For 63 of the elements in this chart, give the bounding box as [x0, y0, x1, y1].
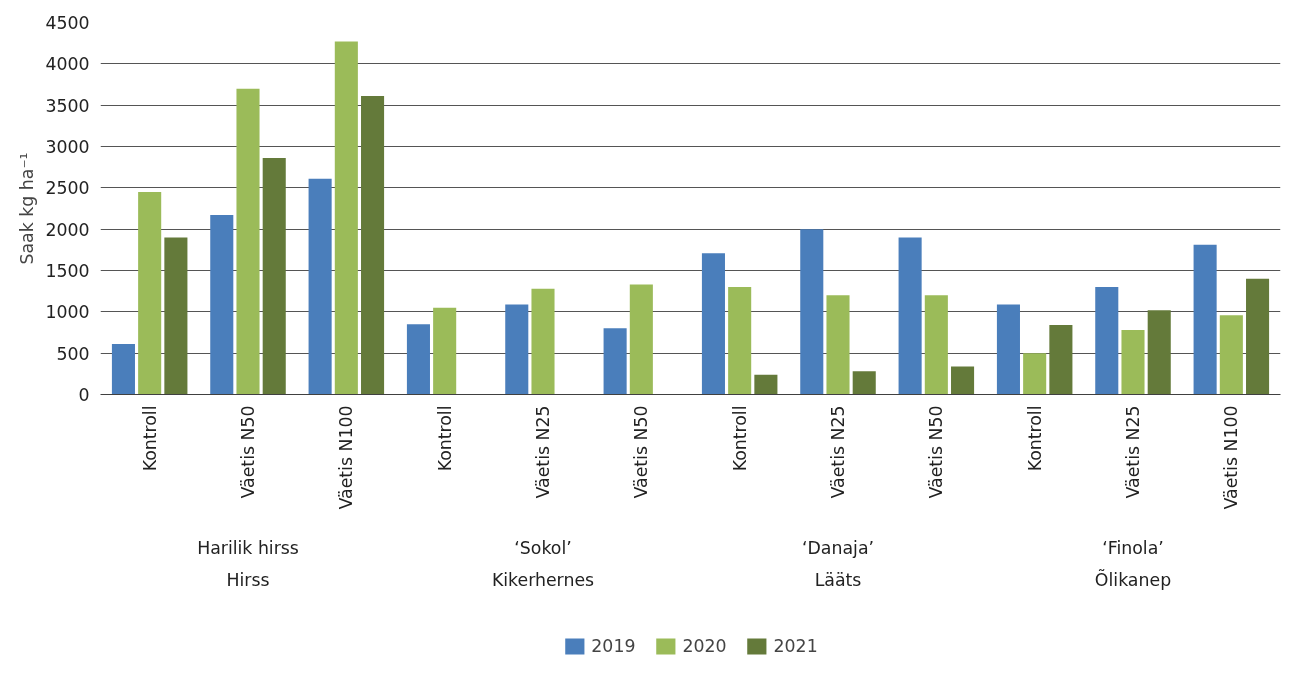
x-tick-label: Kontroll — [139, 405, 160, 472]
x-tick-label: Kontroll — [1024, 405, 1045, 472]
x-tick-label: Väetis N50 — [926, 405, 947, 499]
text: ‘Sokol’ Kikerhernes — [491, 537, 595, 591]
x-tick-label: Väetis N100 — [336, 405, 357, 510]
bar — [852, 371, 876, 395]
bar — [236, 88, 260, 395]
bar — [334, 41, 358, 395]
x-tick-label: Kontroll — [434, 405, 455, 472]
bar — [728, 287, 752, 395]
y-tick-label: 0 — [78, 385, 90, 405]
y-tick-label: 2500 — [45, 178, 90, 199]
y-tick-label: 2000 — [45, 219, 90, 240]
y-tick-label: 1000 — [45, 302, 90, 323]
bar — [996, 304, 1020, 395]
bar — [924, 295, 948, 395]
y-tick-label: 1500 — [45, 261, 90, 281]
bar — [1246, 278, 1270, 395]
bar — [433, 307, 457, 395]
x-tick-label: Väetis N50 — [631, 405, 652, 499]
bar — [505, 304, 529, 395]
x-tick-label: Kontroll — [729, 405, 750, 472]
bar — [1147, 310, 1171, 395]
y-tick-label: 500 — [56, 343, 90, 364]
x-tick-label: Väetis N100 — [1221, 405, 1242, 510]
x-tick-label: Väetis N25 — [533, 405, 553, 499]
x-tick-label: Väetis N25 — [828, 405, 848, 499]
legend-label: 2020 — [682, 636, 727, 656]
bar — [701, 253, 725, 395]
y-tick-label: 4500 — [45, 13, 90, 33]
bar — [898, 237, 922, 395]
bar — [308, 178, 332, 395]
bar — [210, 215, 234, 395]
bar — [951, 366, 975, 395]
bar — [603, 328, 627, 395]
text: ‘Finola’ Õlikanep — [1094, 537, 1172, 591]
text: ‘Danaja’ Lääts — [801, 537, 875, 591]
bar — [262, 158, 286, 395]
bar — [629, 284, 653, 395]
y-axis-title: Saak kg ha⁻¹ — [17, 152, 38, 265]
bar — [1049, 325, 1073, 395]
x-tick-label: Väetis N50 — [238, 405, 258, 499]
y-tick-label: 4000 — [45, 54, 90, 75]
y-tick-label: 3000 — [45, 137, 90, 157]
bar — [1193, 244, 1217, 395]
legend-label: 2019 — [591, 636, 636, 656]
bar — [406, 324, 430, 395]
bar — [164, 237, 188, 395]
bar — [361, 96, 385, 395]
bar — [531, 288, 555, 395]
x-tick-label: Väetis N25 — [1123, 405, 1143, 499]
bar — [138, 191, 162, 395]
text: Harilik hirss Hirss — [197, 537, 299, 591]
bar — [1121, 330, 1145, 395]
bar — [1023, 353, 1047, 395]
legend-label: 2021 — [773, 636, 818, 656]
bar — [1095, 287, 1119, 395]
bar — [800, 229, 824, 395]
bar — [1219, 315, 1243, 395]
bar — [754, 374, 778, 395]
y-tick-label: 3500 — [45, 95, 90, 116]
bar — [111, 344, 135, 395]
bar — [826, 295, 850, 395]
